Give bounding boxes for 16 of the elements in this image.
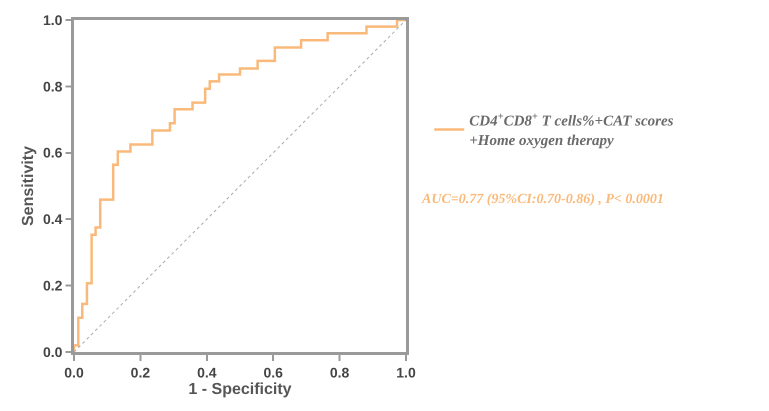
- text: AUC=0.77 (95%CI:0.70-0.86) , P< 0.0001: [421, 192, 664, 207]
- y-tick-label: 0.6: [42, 144, 63, 161]
- legend-label: CD4$^{+}$CD8$^{+}$ T cells%+CAT scores +Home oxygen therapy: [469, 111, 674, 150]
- y-tick-label: 0.2: [42, 278, 63, 294]
- y-tick-label: 0.4: [42, 211, 63, 228]
- x-tick-label: 0.8: [330, 364, 350, 381]
- y-tick-label: 1.0: [42, 12, 63, 28]
- x-tick-label: 0.2: [130, 364, 150, 381]
- y-tick-label: 0.8: [42, 78, 63, 94]
- x-tick-label: 1.0: [396, 364, 416, 381]
- y-tick-label: 0.0: [42, 344, 63, 360]
- x-tick-label: 0.6: [263, 364, 284, 381]
- x-axis-title: 1 - Specificity: [188, 381, 292, 398]
- x-tick-label: 0.4: [197, 364, 217, 381]
- x-tick-label: 0.0: [64, 364, 84, 381]
- y-axis-title: Sensitivity: [20, 146, 37, 226]
